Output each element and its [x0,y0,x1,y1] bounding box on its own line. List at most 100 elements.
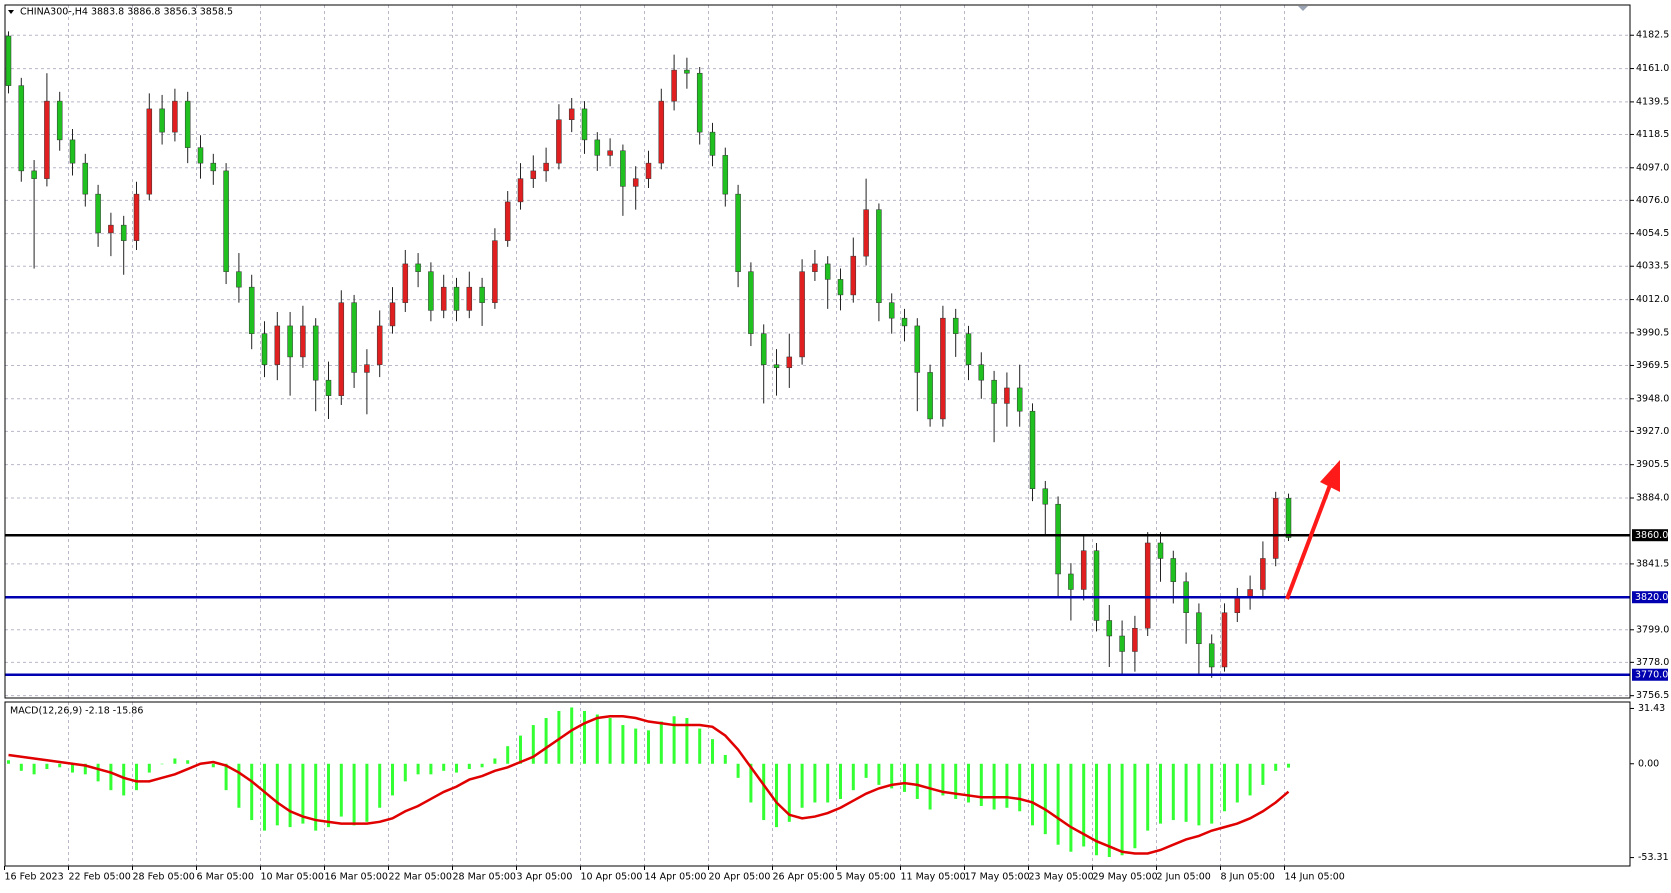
y-tick-label: 4097.0 [1636,162,1669,173]
candle-body [978,364,985,381]
macd-bar [455,763,458,773]
candle-body [684,69,690,74]
macd-bar [173,758,177,764]
x-tick-label: 26 Apr 05:00 [773,872,835,883]
candle-body [696,72,703,133]
macd-bar [96,763,100,782]
macd-bar [583,710,586,764]
x-tick-label: 28 Feb 05:00 [133,872,195,883]
macd-bar [992,763,996,810]
menu-arrow[interactable] [8,10,14,14]
macd-bar [224,763,228,791]
macd-bar [263,763,266,831]
arrow-shaft [1285,484,1332,600]
main-frame [4,4,1631,699]
candle-body [1260,558,1266,590]
candle-body [159,108,165,133]
candle-body [543,162,549,172]
candle-body [863,209,869,257]
candle-body [18,85,25,172]
macd-bar [1146,763,1150,831]
macd-bar [1248,763,1252,796]
candle-body [1042,488,1049,505]
macd-bar [749,763,753,803]
macd-bar [147,763,151,773]
candle-body [1016,387,1023,412]
macd-bar [275,763,279,826]
candle-body [1132,627,1138,652]
candle-body [402,263,409,303]
y-tick-label: 4118.5 [1636,129,1669,140]
macd-bar [237,763,241,808]
candle-body [1106,620,1113,637]
candle-body [556,119,562,164]
candle-body [594,139,601,156]
candle-body [236,271,242,288]
candle-body [1029,410,1036,489]
grid-layer [5,5,1634,866]
y-tick-label: 4182.5 [1636,30,1669,41]
macd-bar [1210,763,1214,824]
candle-body [901,317,908,327]
x-tick-label: 10 Mar 05:00 [261,872,324,883]
y-tick-label: 3756.5 [1636,690,1669,701]
macd-title: MACD(12,26,9) -2.18 -15.86 [10,706,143,717]
macd-bar [442,763,446,771]
candle-body [620,150,626,187]
macd-bar [954,763,958,799]
macd-bar [339,763,343,817]
candle-body [517,178,524,203]
candle-body [837,279,844,296]
x-tick-label: 22 Feb 05:00 [69,872,131,883]
y-tick-label: 3799.0 [1636,624,1669,635]
x-tick-label: 10 Apr 05:00 [581,872,643,883]
x-tick-label: 2 Jun 05:00 [1157,872,1211,883]
macd-bar [365,763,369,822]
candle-body [1004,387,1010,404]
y-tick-label: 4076.0 [1636,195,1669,206]
candle-body [568,108,575,120]
candle-body [95,193,101,234]
level-label-box [1632,591,1668,604]
candle-body [773,364,780,369]
candle-body [44,100,50,179]
candle-body [1196,612,1202,644]
macd-bar [1197,763,1201,826]
macd-bar [378,763,382,808]
shift-marker[interactable] [1298,6,1308,11]
macd-bar [1031,763,1034,826]
macd-bar [570,707,574,764]
candle-body [197,147,204,164]
macd-bar [301,763,305,824]
macd-bar [1159,763,1162,824]
candle-body [671,69,677,102]
candle-body [31,170,37,179]
y-tick-label: 3905.5 [1636,459,1669,470]
x-tick-label: 5 May 05:00 [837,872,896,883]
macd-bar [71,763,74,773]
candle-body [133,193,140,241]
candle-body [504,201,511,241]
marks-layer [5,31,1630,858]
signal-line [8,715,1290,855]
level-label: 3770.0 [1635,670,1668,681]
macd-bar [967,763,970,803]
level-label-box [1632,668,1668,681]
candle-body [108,224,114,234]
macd-bar [429,763,433,775]
candle-body [658,100,665,164]
x-tick-label: 3 Apr 05:00 [517,872,573,883]
macd-bar [122,763,126,796]
macd-bar [890,763,894,789]
x-tick-label: 28 Mar 05:00 [453,872,516,883]
y-tick-label: -53.31 [1638,852,1669,863]
macd-bar [775,763,778,828]
candle-body [492,240,498,303]
candle-body [1068,573,1074,590]
x-tick-label: 14 Jun 05:00 [1285,872,1345,883]
candle-body [607,150,613,156]
candle-body [735,193,741,272]
candle-body [1119,635,1125,652]
candle-body [709,131,716,156]
